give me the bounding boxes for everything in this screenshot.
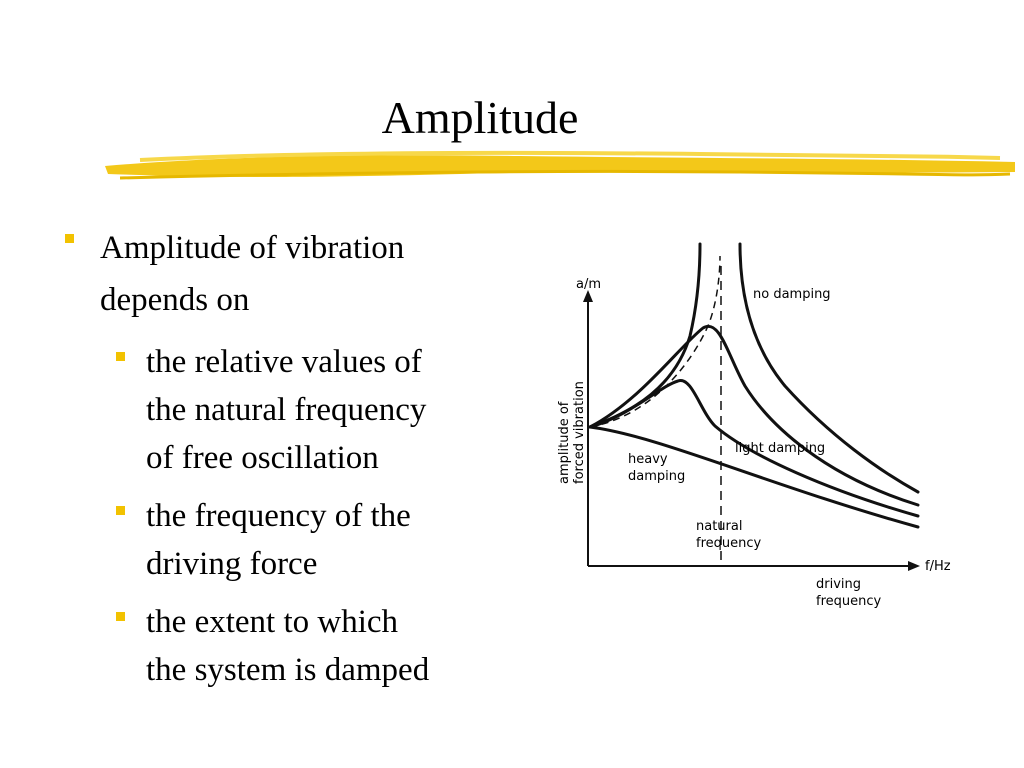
- bullet-item: Amplitude of vibration depends on: [60, 222, 520, 326]
- heavy-damping-curve: [588, 425, 920, 529]
- bullet-text: depends on: [100, 282, 250, 318]
- driving-frequency-label: driving: [816, 577, 861, 592]
- resonance-diagram: a/m f/Hz no damping light damping heavy …: [557, 242, 951, 609]
- natural-frequency-label: natural: [696, 519, 742, 534]
- sub-bullet-text: driving force: [146, 546, 318, 582]
- sub-bullet-item: the relative values of the natural frequ…: [60, 338, 520, 482]
- no-damping-label: no damping: [753, 287, 831, 302]
- bullet-marker-icon: [116, 506, 125, 515]
- bullet-marker-icon: [116, 612, 125, 621]
- sub-bullet-text: the system is damped: [146, 652, 430, 688]
- y-axis-label: amplitude of: [557, 401, 572, 484]
- sub-bullet-text: the frequency of the: [146, 498, 411, 534]
- bullet-list: Amplitude of vibration depends on the re…: [60, 222, 520, 694]
- slide-title: Amplitude: [381, 92, 579, 143]
- title-underline-brush: [105, 150, 1015, 180]
- bullet-text: Amplitude of vibration: [100, 230, 405, 266]
- sub-bullet-text: the extent to which: [146, 604, 399, 640]
- light-damping-label: light damping: [735, 441, 825, 456]
- y-unit-label: a/m: [576, 277, 601, 292]
- y-axis-arrow-icon: [583, 290, 593, 302]
- sub-bullet-item: the frequency of the driving force: [60, 492, 520, 588]
- light-damping-curve: [588, 324, 920, 507]
- heavy-damping-label: heavy: [628, 452, 668, 467]
- heavy-damping-label: damping: [628, 469, 685, 484]
- moderate-damping-curve: [588, 379, 920, 518]
- sub-bullet-text: the natural frequency: [146, 392, 427, 428]
- sub-bullet-item: the extent to which the system is damped: [60, 598, 520, 694]
- x-unit-label: f/Hz: [925, 559, 951, 574]
- undamped-resonance-curve: [589, 255, 721, 428]
- driving-frequency-label: frequency: [816, 594, 882, 609]
- y-axis-label: forced vibration: [572, 381, 587, 484]
- bullet-marker-icon: [116, 352, 125, 361]
- bullet-marker-icon: [65, 234, 74, 243]
- axes: [587, 296, 915, 567]
- sub-bullet-text: of free oscillation: [146, 440, 379, 476]
- sub-bullet-text: the relative values of: [146, 344, 422, 380]
- x-axis-arrow-icon: [908, 561, 920, 571]
- natural-frequency-label: frequency: [696, 536, 762, 551]
- no-damping-curve-right: [738, 242, 920, 494]
